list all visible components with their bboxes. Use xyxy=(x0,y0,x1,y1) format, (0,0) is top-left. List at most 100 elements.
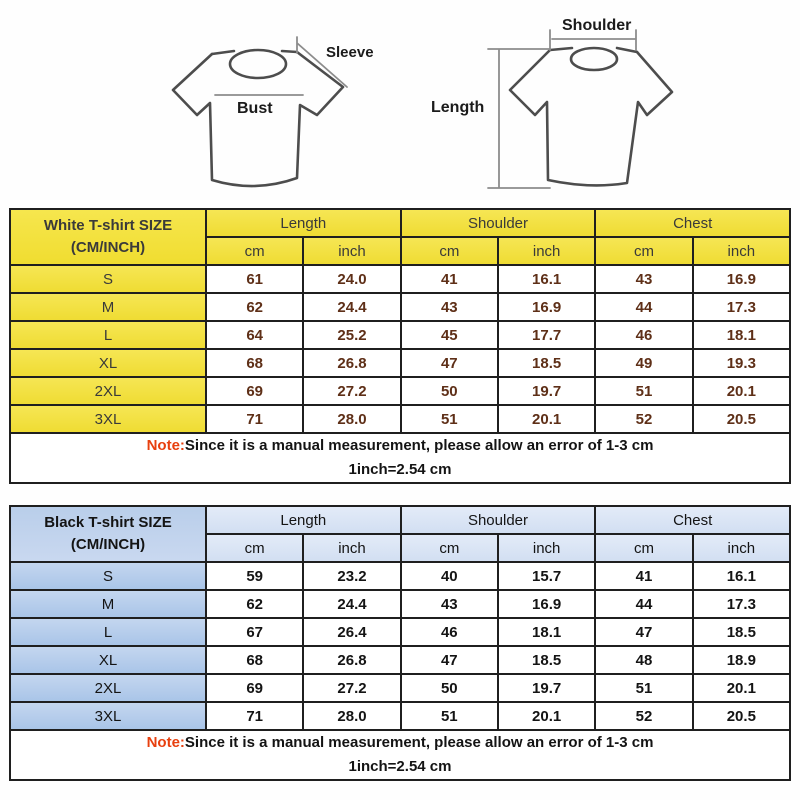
measurement-value-cell: 25.2 xyxy=(302,320,402,350)
note-text: Since it is a manual measurement, please… xyxy=(184,437,654,454)
unit-header-inch: inch xyxy=(691,236,792,266)
size-row: 2XL 69 27.2 50 19.7 51 20.1 xyxy=(9,673,792,703)
measurement-value-cell: 61 xyxy=(204,264,305,294)
size-row: M 62 24.4 43 16.9 44 17.3 xyxy=(9,292,792,322)
unit-header-cm: cm xyxy=(399,236,499,266)
size-label-cell: 2XL xyxy=(9,376,207,406)
size-row: S 59 23.2 40 15.7 41 16.1 xyxy=(9,561,792,591)
measurement-value-cell: 16.9 xyxy=(496,292,597,322)
measurement-value-cell: 43 xyxy=(594,264,694,294)
size-label-cell: M xyxy=(9,589,207,619)
measurement-value-cell: 26.8 xyxy=(302,348,402,378)
measurement-value-cell: 20.1 xyxy=(496,701,597,731)
group-header-row: Black T-shirt SIZE (CM/INCH) Length Shou… xyxy=(9,505,791,563)
measurement-value-cell: 41 xyxy=(594,561,694,591)
column-header-chest: Chest xyxy=(594,505,791,535)
measurement-value-cell: 69 xyxy=(204,376,305,406)
measurement-value-cell: 51 xyxy=(399,701,499,731)
measurement-value-cell: 19.7 xyxy=(496,376,597,406)
size-row: M 62 24.4 43 16.9 44 17.3 xyxy=(9,589,792,619)
measurement-value-cell: 62 xyxy=(204,292,305,322)
measurement-value-cell: 46 xyxy=(399,617,499,647)
measurement-value-cell: 17.3 xyxy=(691,589,792,619)
measurement-value-cell: 43 xyxy=(399,589,499,619)
note-row: Note:Since it is a manual measurement, p… xyxy=(9,729,791,781)
measurement-value-cell: 47 xyxy=(399,645,499,675)
measurement-value-cell: 52 xyxy=(594,701,694,731)
measurement-value-cell: 46 xyxy=(594,320,694,350)
measurement-value-cell: 20.1 xyxy=(496,404,597,434)
measurement-value-cell: 17.7 xyxy=(496,320,597,350)
note-cell: Note:Since it is a manual measurement, p… xyxy=(9,432,791,484)
shoulder-label: Shoulder xyxy=(562,17,632,34)
measurement-value-cell: 68 xyxy=(204,645,305,675)
measurement-value-cell: 44 xyxy=(594,589,694,619)
unit-header-cm: cm xyxy=(594,533,694,563)
table-title-line1: White T-shirt SIZE xyxy=(43,216,173,234)
size-row: 2XL 69 27.2 50 19.7 51 20.1 xyxy=(9,376,792,406)
column-header-shoulder: Shoulder xyxy=(399,505,597,535)
note-cell: Note:Since it is a manual measurement, p… xyxy=(9,729,791,781)
measurement-value-cell: 41 xyxy=(399,264,499,294)
measurement-value-cell: 51 xyxy=(594,376,694,406)
measurement-value-cell: 24.4 xyxy=(302,589,402,619)
measurement-value-cell: 18.1 xyxy=(691,320,792,350)
unit-header-row: cm inch cm inch cm inch xyxy=(10,236,792,266)
column-header-shoulder: Shoulder xyxy=(399,208,597,238)
column-header-chest: Chest xyxy=(594,208,791,238)
unit-header-inch: inch xyxy=(302,236,402,266)
measurement-value-cell: 20.5 xyxy=(691,701,792,731)
measurement-value-cell: 52 xyxy=(594,404,694,434)
unit-header-row: cm inch cm inch cm inch xyxy=(10,533,792,563)
tshirt-shoulder-lines xyxy=(548,46,639,54)
measurement-value-cell: 23.2 xyxy=(302,561,402,591)
size-label-cell: L xyxy=(9,320,207,350)
tshirt-collar xyxy=(569,46,619,72)
size-label-cell: XL xyxy=(9,645,207,675)
tshirt-body-outline xyxy=(508,48,674,187)
measurement-value-cell: 18.5 xyxy=(691,617,792,647)
size-label-cell: 3XL xyxy=(9,701,207,731)
length-measure-line xyxy=(487,48,551,189)
note-prefix: Note: xyxy=(146,734,185,751)
column-header-length: Length xyxy=(205,208,402,238)
measurement-value-cell: 15.7 xyxy=(496,561,597,591)
measurement-value-cell: 16.9 xyxy=(691,264,792,294)
table-title-line1: Black T-shirt SIZE xyxy=(44,513,172,531)
size-row: 3XL 71 28.0 51 20.1 52 20.5 xyxy=(9,404,792,434)
size-label-cell: S xyxy=(9,264,207,294)
measurement-value-cell: 27.2 xyxy=(302,673,402,703)
measurement-value-cell: 28.0 xyxy=(302,701,402,731)
sleeve-measure-line xyxy=(296,36,348,88)
sleeve-label: Sleeve xyxy=(326,44,374,61)
measurement-value-cell: 18.5 xyxy=(496,645,597,675)
measurement-value-cell: 16.1 xyxy=(691,561,792,591)
group-header-row: White T-shirt SIZE (CM/INCH) Length Shou… xyxy=(9,208,791,266)
measurement-value-cell: 51 xyxy=(399,404,499,434)
tshirt-sleeve-bust-diagram xyxy=(171,36,348,188)
measurement-value-cell: 24.4 xyxy=(302,292,402,322)
measurement-value-cell: 26.8 xyxy=(302,645,402,675)
measurement-value-cell: 26.4 xyxy=(302,617,402,647)
size-row: 3XL 71 28.0 51 20.1 52 20.5 xyxy=(9,701,792,731)
column-header-length: Length xyxy=(205,505,402,535)
note-line2: 1inch=2.54 cm xyxy=(348,758,452,775)
measurement-value-cell: 59 xyxy=(204,561,305,591)
unit-header-cm: cm xyxy=(399,533,499,563)
measurement-value-cell: 47 xyxy=(594,617,694,647)
measurement-value-cell: 18.5 xyxy=(496,348,597,378)
size-row: XL 68 26.8 47 18.5 49 19.3 xyxy=(9,348,792,378)
tshirt-shoulder-lines xyxy=(210,49,299,56)
measurement-value-cell: 50 xyxy=(399,376,499,406)
size-label-cell: L xyxy=(9,617,207,647)
measurement-value-cell: 49 xyxy=(594,348,694,378)
size-row: XL 68 26.8 47 18.5 48 18.9 xyxy=(9,645,792,675)
measurement-value-cell: 51 xyxy=(594,673,694,703)
table-title-cell: White T-shirt SIZE (CM/INCH) xyxy=(9,208,207,266)
measurement-value-cell: 40 xyxy=(399,561,499,591)
table-title-line2: (CM/INCH) xyxy=(70,536,146,553)
measurement-value-cell: 19.3 xyxy=(691,348,792,378)
measurement-value-cell: 28.0 xyxy=(302,404,402,434)
note-line1: Note:Since it is a manual measurement, p… xyxy=(12,732,788,755)
measurement-value-cell: 67 xyxy=(204,617,305,647)
